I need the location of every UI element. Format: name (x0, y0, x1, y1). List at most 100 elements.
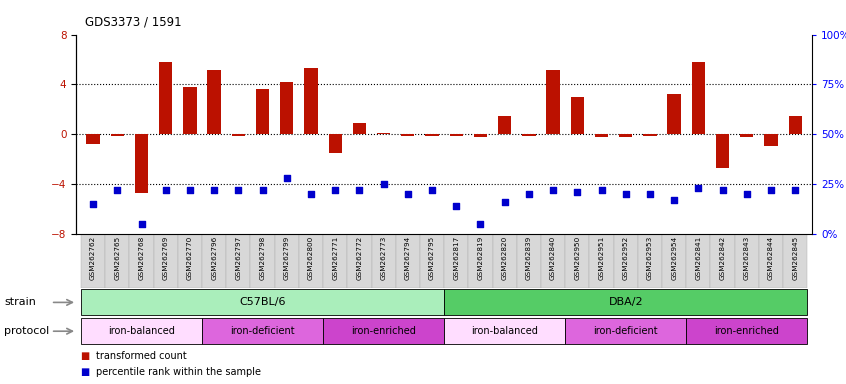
Text: iron-balanced: iron-balanced (471, 326, 538, 336)
Text: GSM262769: GSM262769 (162, 236, 168, 280)
Bar (81, 318, 202, 344)
Point (111, 187, 124, 194)
Text: GSM262840: GSM262840 (550, 236, 556, 280)
Point (184, 187, 197, 194)
Bar (590, 234, 613, 288)
Bar (541, 234, 565, 288)
Bar (323, 234, 348, 288)
Bar (565, 318, 686, 344)
Text: GSM262952: GSM262952 (623, 236, 629, 280)
Bar (305, 68, 317, 134)
Text: GSM262770: GSM262770 (187, 236, 193, 280)
Bar (686, 318, 807, 344)
Point (474, 221, 487, 227)
Text: iron-deficient: iron-deficient (230, 326, 295, 336)
Bar (711, 234, 734, 288)
Bar (299, 234, 323, 288)
Bar (449, 134, 463, 136)
Bar (401, 134, 415, 136)
Text: iron-balanced: iron-balanced (108, 326, 175, 336)
Bar (371, 234, 396, 288)
Bar (788, 116, 802, 134)
Point (619, 191, 633, 197)
Bar (662, 234, 686, 288)
Text: GSM262797: GSM262797 (235, 236, 241, 280)
Point (232, 187, 245, 194)
Text: DBA/2: DBA/2 (608, 297, 643, 308)
Point (426, 187, 439, 194)
Bar (232, 134, 245, 136)
Text: C57BL/6: C57BL/6 (239, 297, 286, 308)
Bar (686, 234, 711, 288)
Bar (764, 134, 777, 146)
Text: strain: strain (4, 297, 36, 308)
Bar (377, 133, 390, 134)
Text: iron-enriched: iron-enriched (351, 326, 416, 336)
Bar (226, 234, 250, 288)
Point (449, 203, 463, 209)
Point (570, 189, 584, 195)
Bar (498, 116, 511, 134)
Bar (619, 134, 633, 137)
Text: percentile rank within the sample: percentile rank within the sample (96, 366, 261, 377)
Bar (323, 318, 444, 344)
Point (280, 175, 294, 181)
Point (643, 191, 656, 197)
Bar (740, 134, 754, 137)
Bar (154, 234, 178, 288)
Bar (638, 234, 662, 288)
Bar (613, 234, 638, 288)
Text: GSM262817: GSM262817 (453, 236, 459, 280)
Text: GSM262799: GSM262799 (283, 236, 290, 280)
Text: GSM262951: GSM262951 (598, 236, 605, 280)
Bar (81, 234, 105, 288)
Bar (444, 318, 565, 344)
Point (207, 187, 221, 194)
Bar (426, 134, 439, 136)
Bar (517, 234, 541, 288)
Bar (565, 234, 590, 288)
Bar (202, 318, 323, 344)
Text: GSM262843: GSM262843 (744, 236, 750, 280)
Bar (716, 134, 729, 168)
Point (401, 191, 415, 197)
Text: transformed count: transformed count (96, 351, 186, 361)
Text: GSM262841: GSM262841 (695, 236, 701, 280)
Text: GSM262773: GSM262773 (381, 236, 387, 280)
Bar (184, 87, 196, 134)
Text: GSM262844: GSM262844 (768, 236, 774, 280)
Bar (595, 134, 608, 137)
Bar (202, 234, 226, 288)
Point (498, 199, 512, 205)
Text: GSM262794: GSM262794 (405, 236, 411, 280)
Bar (178, 234, 202, 288)
Text: GDS3373 / 1591: GDS3373 / 1591 (85, 16, 181, 29)
Point (764, 187, 777, 194)
Text: GSM262772: GSM262772 (356, 236, 362, 280)
Bar (571, 97, 584, 134)
Bar (328, 134, 342, 153)
Point (547, 187, 560, 194)
Bar (111, 134, 124, 136)
Text: GSM262796: GSM262796 (212, 236, 217, 280)
Bar (81, 290, 444, 315)
Text: GSM262768: GSM262768 (139, 236, 145, 280)
Text: GSM262800: GSM262800 (308, 236, 314, 280)
Bar (396, 234, 420, 288)
Text: GSM262950: GSM262950 (574, 236, 580, 280)
Point (305, 191, 318, 197)
Text: ■: ■ (80, 366, 90, 377)
Bar (129, 234, 154, 288)
Point (255, 187, 269, 194)
Bar (420, 234, 444, 288)
Bar (255, 89, 269, 134)
Point (135, 221, 148, 227)
Bar (348, 234, 371, 288)
Text: GSM262953: GSM262953 (647, 236, 653, 280)
Bar (159, 62, 173, 134)
Bar (207, 70, 221, 134)
Bar (105, 234, 129, 288)
Text: GSM262798: GSM262798 (260, 236, 266, 280)
Bar (353, 123, 366, 134)
Point (595, 187, 608, 194)
